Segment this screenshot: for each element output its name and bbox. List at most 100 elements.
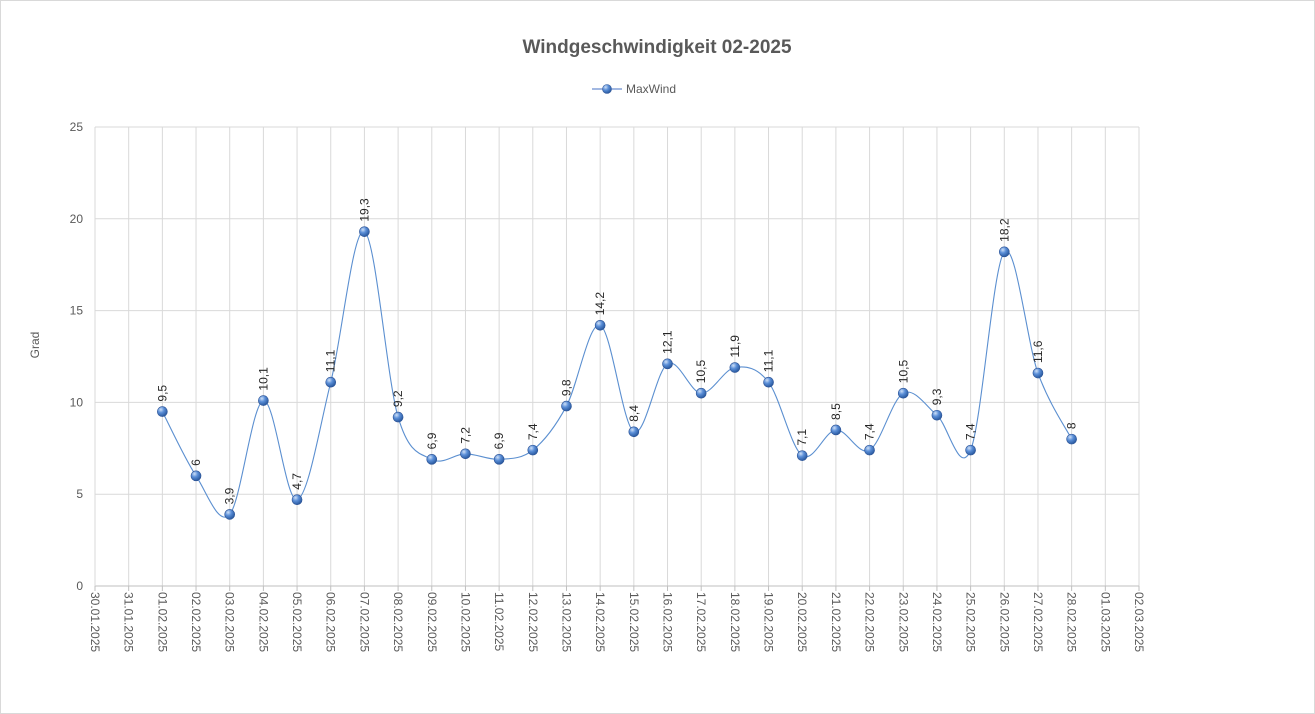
x-tick-label: 12.02.2025 (526, 592, 540, 652)
data-point (998, 246, 1010, 258)
axes: 0 5 10 15 20 25 30.01.2025 31.01.2025 01.02.2025… (70, 120, 1146, 652)
data-point (392, 411, 404, 423)
y-tick-label: 15 (70, 304, 84, 318)
legend-marker (602, 84, 612, 94)
series-maxwind (157, 226, 1077, 520)
data-point (796, 450, 808, 461)
data-point (157, 406, 168, 417)
data-point (763, 376, 774, 388)
y-tick-label: 5 (76, 487, 83, 501)
data-label: 12,1 (661, 330, 675, 354)
x-tick-label: 02.02.2025 (189, 592, 203, 652)
x-tick-label: 19.02.2025 (762, 592, 776, 652)
data-point (897, 387, 909, 399)
data-point (695, 387, 707, 399)
data-label: 4,7 (290, 473, 304, 490)
x-tick-label: 18.02.2025 (728, 592, 742, 652)
x-tick-label: 17.02.2025 (694, 592, 708, 652)
x-tick-label: 06.02.2025 (324, 592, 338, 652)
data-point (729, 362, 741, 373)
y-tick-label: 0 (76, 579, 83, 593)
y-axis-title: Grad (28, 332, 42, 359)
data-label: 9,3 (930, 388, 944, 405)
x-tick-label: 01.03.2025 (1098, 592, 1112, 652)
data-point (460, 448, 471, 460)
data-label: 8,5 (829, 403, 843, 420)
data-point (325, 376, 337, 388)
data-label: 11,1 (324, 349, 338, 372)
data-label: 6,9 (425, 432, 439, 449)
data-point (190, 470, 202, 482)
data-point (830, 424, 842, 436)
data-label: 9,5 (155, 385, 169, 402)
data-point (864, 444, 875, 456)
x-tick-label: 23.02.2025 (896, 592, 910, 652)
data-label: 8 (1065, 422, 1079, 429)
data-point (359, 226, 370, 237)
data-label: 11,9 (728, 335, 742, 358)
x-tick-label: 27.02.2025 (1031, 592, 1045, 652)
legend-label: MaxWind (626, 82, 676, 96)
y-tick-label: 20 (70, 212, 84, 226)
data-point (527, 444, 539, 456)
data-label: 7,1 (795, 429, 809, 446)
x-tick-label: 11.02.2025 (492, 592, 506, 651)
x-tick-label: 02.03.2025 (1132, 592, 1146, 652)
x-tick-label: 07.02.2025 (357, 592, 371, 652)
data-point (291, 494, 303, 506)
data-point (493, 454, 505, 465)
data-label: 18,2 (997, 218, 1011, 242)
x-tick-label: 10.02.2025 (458, 592, 472, 652)
data-point (965, 444, 976, 456)
data-label: 3,9 (223, 487, 237, 504)
x-tick-label: 20.02.2025 (795, 592, 809, 652)
data-point (931, 409, 943, 421)
chart-title: Windgeschwindigkeit 02-2025 (522, 37, 792, 58)
data-label: 10,5 (694, 360, 708, 384)
data-label: 9,8 (559, 379, 573, 396)
x-tick-label: 26.02.2025 (997, 592, 1011, 652)
data-point (561, 400, 572, 412)
gridlines (95, 126, 1140, 586)
legend: MaxWind (592, 82, 676, 96)
y-tick-label: 10 (70, 395, 84, 409)
data-label: 19,3 (357, 198, 371, 222)
data-label: 7,4 (964, 423, 978, 440)
x-tick-label: 01.02.2025 (155, 592, 169, 652)
x-tick-label: 13.02.2025 (559, 592, 573, 652)
data-label: 14,2 (593, 292, 607, 316)
data-label: 7,4 (526, 423, 540, 440)
y-tick-label: 25 (70, 120, 84, 134)
x-tick-label: 24.02.2025 (930, 592, 944, 652)
data-label: 8,4 (627, 405, 641, 422)
data-point (1066, 433, 1077, 445)
data-point (628, 426, 640, 438)
data-label: 11,1 (762, 349, 776, 372)
x-tick-label: 04.02.2025 (256, 592, 270, 652)
x-tick-label: 28.02.2025 (1065, 592, 1079, 652)
x-tick-label: 08.02.2025 (391, 592, 405, 652)
x-tick-label: 16.02.2025 (661, 592, 675, 652)
data-label: 10,1 (256, 367, 270, 391)
data-label: 11,6 (1031, 340, 1045, 363)
data-label: 10,5 (896, 360, 910, 384)
x-tick-label: 25.02.2025 (964, 592, 978, 652)
data-point (1032, 367, 1044, 379)
data-labels: 9,5 6 3,9 10,1 4,7 11,1 19,3 9,2 6,9 7,2 6,9 7,4 9,8… (155, 198, 1078, 504)
x-tick-label: 21.02.2025 (829, 592, 843, 652)
x-tick-label: 14.02.2025 (593, 592, 607, 652)
data-point (224, 509, 236, 520)
data-label: 9,2 (391, 390, 405, 407)
x-tick-label: 09.02.2025 (425, 592, 439, 652)
data-point (662, 358, 673, 370)
data-point (594, 319, 606, 331)
x-tick-label: 22.02.2025 (863, 592, 877, 652)
data-label: 6,9 (492, 432, 506, 449)
x-tick-label: 15.02.2025 (627, 592, 641, 652)
data-label: 6 (189, 459, 203, 466)
data-label: 7,2 (458, 427, 472, 444)
data-point (426, 454, 438, 465)
data-point (258, 395, 269, 406)
